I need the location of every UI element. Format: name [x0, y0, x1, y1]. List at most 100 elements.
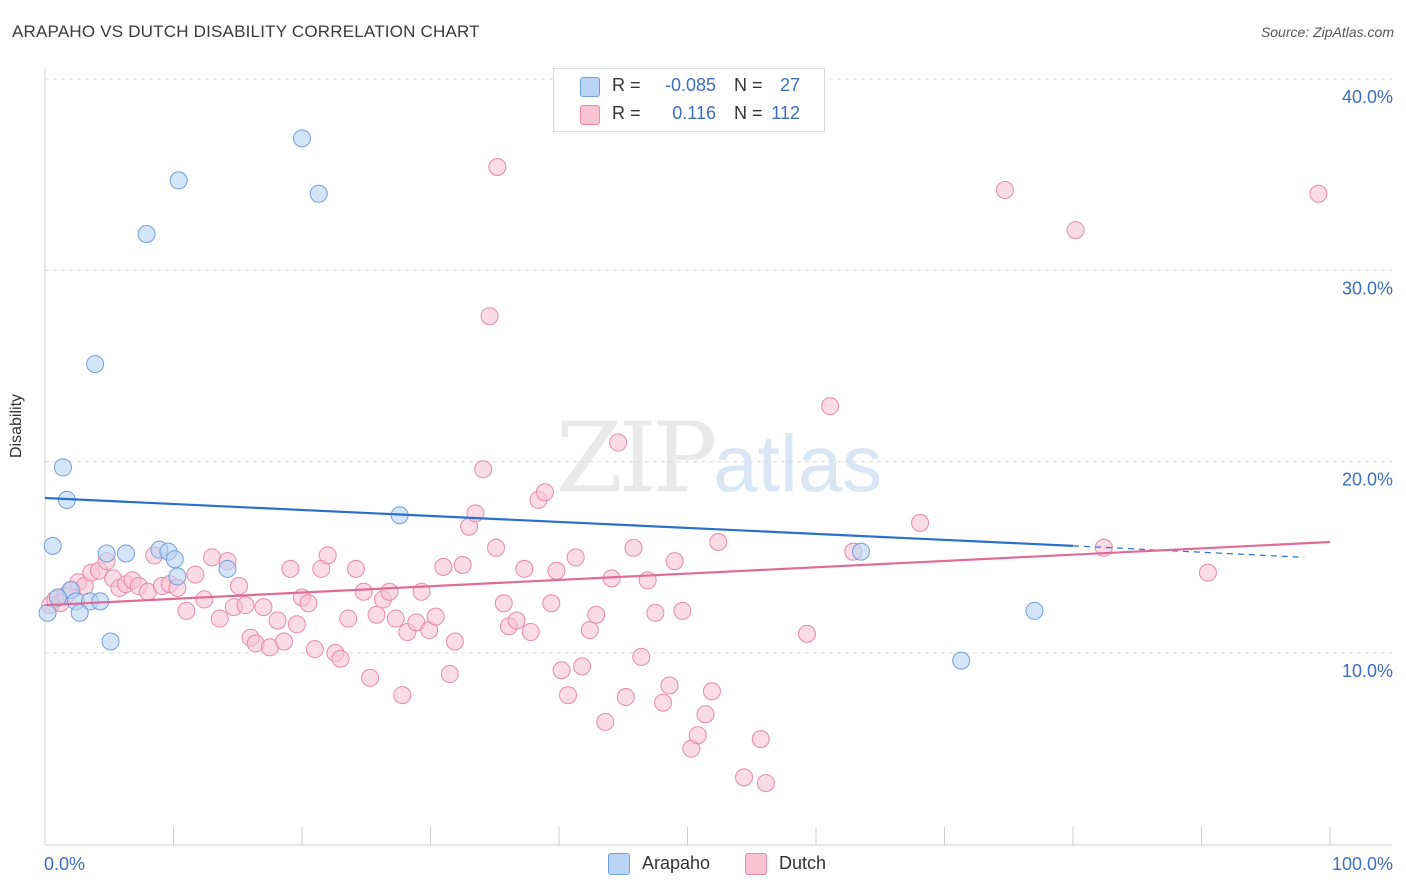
arapaho-point: [38, 603, 57, 622]
legend-r-label: R =: [612, 103, 641, 123]
legend-r-value: -0.085: [664, 75, 716, 95]
legend-n-value: 27: [779, 75, 800, 95]
dutch-point: [558, 686, 577, 705]
dutch-point: [331, 649, 350, 668]
dutch-point: [487, 538, 506, 557]
dutch-point: [632, 647, 651, 666]
arapaho-point: [70, 603, 89, 622]
dutch-trend-line: [44, 540, 1331, 607]
legend-n-value: 112: [771, 103, 800, 123]
dutch-point: [230, 577, 249, 596]
chart-title: ARAPAHO VS DUTCH DISABILITY CORRELATION …: [12, 22, 480, 41]
dutch-point: [688, 726, 707, 745]
y-tick-label: 20.0%: [1342, 470, 1393, 490]
dutch-point: [535, 483, 554, 502]
arapaho-point: [293, 129, 311, 148]
dutch-point: [673, 601, 692, 620]
dutch-point: [346, 559, 365, 578]
dutch-point: [702, 682, 721, 701]
dutch-point: [709, 533, 728, 552]
arapaho-point: [53, 458, 72, 477]
arapaho-point: [86, 355, 105, 374]
dutch-point: [995, 180, 1014, 199]
dutch-point: [445, 632, 464, 651]
dutch-point: [798, 624, 817, 643]
dutch-point: [542, 594, 561, 613]
legend-n-label: N =: [734, 75, 763, 95]
dutch-point: [580, 621, 599, 640]
y-axis-label: Disability: [8, 393, 25, 458]
legend-row-arapaho: R = -0.085 N = 27: [554, 71, 824, 99]
dutch-point: [299, 594, 318, 613]
dutch-point: [552, 661, 571, 680]
watermark-atlas: atlas: [713, 419, 883, 508]
arapaho-point: [165, 550, 184, 569]
dutch-point: [361, 668, 380, 687]
dutch-point: [1309, 184, 1328, 203]
arapaho-point: [48, 588, 67, 607]
dutch-point: [573, 657, 592, 676]
legend-row-dutch: R = 0.116 N = 112: [554, 99, 824, 127]
arapaho-swatch: [580, 77, 600, 97]
dutch-legend-label: Dutch: [779, 853, 827, 873]
arapaho-point: [116, 544, 135, 563]
arapaho-point: [101, 632, 120, 651]
dutch-point: [756, 774, 775, 793]
watermark-zip: ZIP: [556, 402, 717, 514]
arapaho-point: [309, 184, 328, 203]
y-tick-label: 10.0%: [1342, 661, 1393, 681]
y-tick-label: 40.0%: [1342, 87, 1393, 107]
dutch-point: [665, 552, 684, 571]
arapaho-trend-extension: [1072, 545, 1305, 558]
arapaho-point: [851, 542, 870, 561]
dutch-point: [354, 582, 373, 601]
dutch-point: [488, 158, 507, 177]
arapaho-point: [168, 567, 187, 586]
dutch-point: [434, 557, 453, 576]
legend-r-label: R =: [612, 75, 641, 95]
dutch-point: [318, 546, 337, 565]
legend-n-label: N =: [734, 103, 763, 123]
dutch-point: [624, 538, 643, 557]
dutch-point: [1066, 221, 1085, 240]
arapaho-trend-line: [44, 496, 1074, 547]
dutch-point: [494, 594, 513, 613]
dutch-point: [547, 561, 566, 580]
dutch-point: [480, 307, 499, 326]
dutch-point: [339, 609, 358, 628]
arapaho-point: [218, 559, 237, 578]
arapaho-point: [43, 536, 62, 555]
dutch-point: [587, 605, 606, 624]
arapaho-legend-label: Arapaho: [642, 853, 711, 873]
arapaho-point: [1025, 601, 1044, 620]
dutch-point: [646, 603, 665, 622]
dutch-point: [440, 665, 459, 684]
dutch-point: [735, 768, 754, 787]
dutch-point: [186, 565, 205, 584]
dutch-point: [236, 596, 255, 615]
dutch-point: [281, 559, 300, 578]
y-tick-label: 30.0%: [1342, 278, 1393, 298]
watermark: ZIPatlas: [556, 402, 882, 514]
dutch-point: [507, 611, 526, 630]
chart-source: Source: ZipAtlas.com: [1260, 24, 1394, 40]
dutch-point: [660, 676, 679, 695]
dutch-point: [1198, 563, 1217, 582]
arapaho-point: [97, 544, 116, 563]
dutch-point: [287, 615, 306, 634]
x-tick-label: 0.0%: [44, 854, 85, 874]
arapaho-point: [952, 651, 971, 670]
dutch-point: [386, 609, 405, 628]
dutch-point: [367, 605, 386, 624]
dutch-point: [521, 622, 540, 641]
dutch-point: [177, 601, 196, 620]
dutch-point: [393, 686, 412, 705]
dutch-point: [654, 693, 673, 712]
dutch-point: [609, 433, 628, 452]
dutch-point: [426, 607, 445, 626]
arapaho-point: [169, 171, 188, 190]
dutch-point: [596, 712, 615, 731]
dutch-point: [453, 555, 472, 574]
dutch-point: [566, 548, 585, 567]
correlation-legend: R = -0.085 N = 27 R = 0.116 N = 112: [553, 68, 825, 132]
